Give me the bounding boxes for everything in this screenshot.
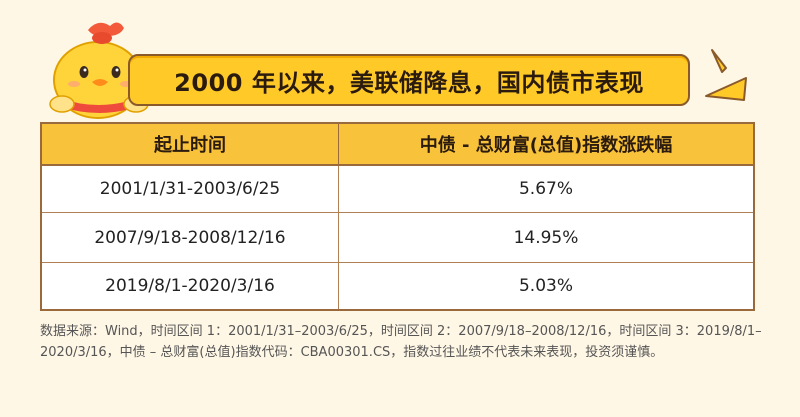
page-title: 2000 年以来，美联储降息，国内债市表现 [174,68,644,97]
period-cell: 2019/8/1-2020/3/16 [42,263,339,309]
period-cell: 2001/1/31-2003/6/25 [42,166,339,212]
performance-table: 起止时间 中债 - 总财富(总值)指数涨跌幅 2001/1/31-2003/6/… [40,122,755,311]
table-row: 2019/8/1-2020/3/16 5.03% [42,263,753,309]
period-cell: 2007/9/18-2008/12/16 [42,213,339,262]
footnote: 数据来源：Wind，时间区间 1：2001/1/31–2003/6/25，时间区… [40,324,762,360]
table-row: 2007/9/18-2008/12/16 14.95% [42,213,753,263]
title-banner: 2000 年以来，美联储降息，国内债市表现 [128,54,690,106]
sparkle-icon [705,49,747,101]
header-period: 起止时间 [42,124,339,164]
header-change: 中债 - 总财富(总值)指数涨跌幅 [419,135,673,156]
change-cell: 5.03% [518,276,573,296]
change-cell: 14.95% [513,227,579,248]
table-header-row: 起止时间 中债 - 总财富(总值)指数涨跌幅 [42,124,753,166]
change-cell: 5.67% [518,179,573,199]
table-row: 2001/1/31-2003/6/25 5.67% [42,166,753,213]
